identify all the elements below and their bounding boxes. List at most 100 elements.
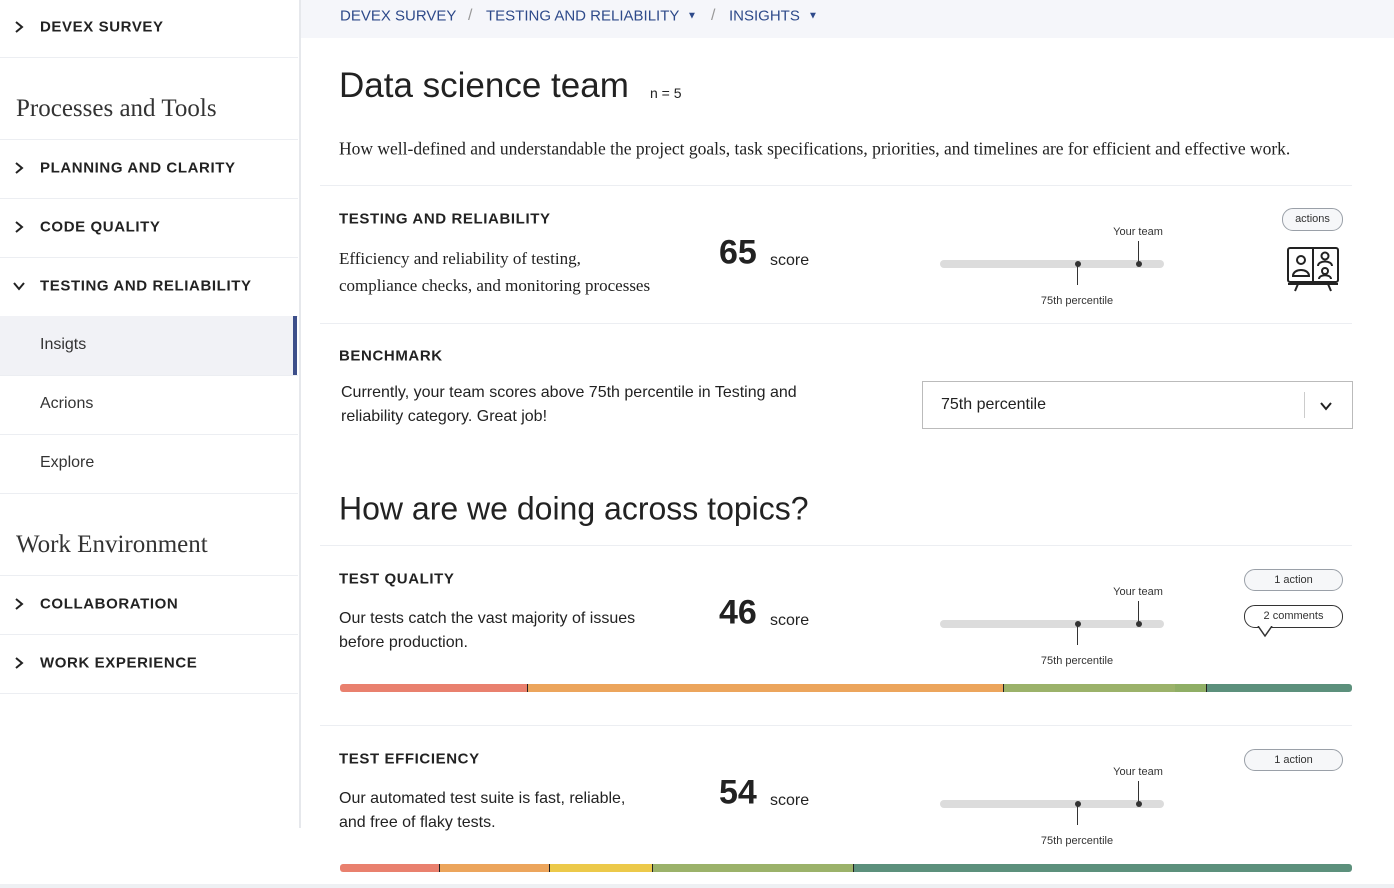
nav-item[interactable]: TESTING AND RELIABILITY xyxy=(40,277,252,295)
distribution-segment xyxy=(853,864,1352,872)
percentile-label: 75th percentile xyxy=(1040,835,1114,847)
bottom-strip xyxy=(0,884,1394,888)
divider xyxy=(0,434,298,435)
divider xyxy=(0,198,298,199)
section-description: compliance checks, and monitoring proces… xyxy=(339,276,651,295)
actions-button[interactable]: actions xyxy=(1282,208,1343,231)
distribution-segment xyxy=(340,864,439,872)
team-label: Your team xyxy=(1113,586,1163,598)
nav-group-title: Processes and Tools xyxy=(16,95,217,122)
percentile-label: 75th percentile xyxy=(1040,655,1114,667)
divider xyxy=(0,257,298,258)
dropdown-caret: ▼ xyxy=(808,10,818,22)
benchmark-text: reliability category. Great job! xyxy=(341,408,548,425)
section-description: before production. xyxy=(339,634,468,651)
divider xyxy=(0,693,298,694)
divider xyxy=(0,57,298,58)
score-value: 54 xyxy=(719,773,757,812)
breadcrumb-separator: / xyxy=(468,7,473,24)
divider xyxy=(0,575,298,576)
benchmark-track xyxy=(940,260,1164,268)
sample-size: n = 5 xyxy=(650,85,682,101)
section-description: Our automated test suite is fast, reliab… xyxy=(339,790,626,807)
distribution-segment xyxy=(527,684,1003,692)
chevron-icon xyxy=(13,282,25,291)
team-dot xyxy=(1136,801,1142,807)
nav-item[interactable]: PLANNING AND CLARITY xyxy=(40,159,236,177)
section-description: Efficiency and reliability of testing, xyxy=(339,249,581,268)
team-tick xyxy=(1138,601,1139,624)
nav-item[interactable]: COLLABORATION xyxy=(40,595,179,613)
nav-subitem[interactable]: Insigts xyxy=(40,336,87,353)
actions-pill[interactable]: 1 action xyxy=(1244,749,1343,771)
page-description: How well-defined and understandable the … xyxy=(339,138,1291,159)
distribution-segment xyxy=(1003,684,1175,692)
divider xyxy=(320,725,1352,726)
benchmark-track xyxy=(940,620,1164,628)
nav-subitem[interactable]: Acrions xyxy=(40,395,94,412)
chevron-icon xyxy=(15,657,24,669)
percentile-dot xyxy=(1075,621,1081,627)
chevron-icon xyxy=(1320,402,1332,411)
topics-heading: How are we doing across topics? xyxy=(339,490,809,527)
breadcrumb-separator: / xyxy=(711,7,716,24)
benchmark-select[interactable] xyxy=(922,381,1353,429)
section-title: TEST EFFICIENCY xyxy=(339,750,480,768)
nav-subitem[interactable]: Explore xyxy=(40,454,95,471)
percentile-label: 75th percentile xyxy=(1040,295,1114,307)
sidebar-border xyxy=(299,0,301,828)
divider xyxy=(0,493,298,494)
breadcrumb-item[interactable]: INSIGHTS xyxy=(729,7,800,25)
chevron-icon xyxy=(15,162,24,174)
team-label: Your team xyxy=(1113,226,1163,238)
score-value: 65 xyxy=(719,233,757,272)
divider xyxy=(320,545,1352,546)
percentile-tick xyxy=(1077,804,1078,825)
nav-group-title: Work Environment xyxy=(16,531,208,558)
section-description: Our tests catch the vast majority of iss… xyxy=(339,610,636,627)
team-tick xyxy=(1138,241,1139,264)
comments-bubble[interactable]: 2 comments xyxy=(1244,605,1343,628)
distribution-segment xyxy=(549,864,652,872)
divider xyxy=(320,323,1352,324)
score-label: score xyxy=(770,252,810,269)
dropdown-caret: ▼ xyxy=(687,10,697,22)
distribution-segment xyxy=(652,864,853,872)
divider xyxy=(320,185,1352,186)
distribution-segment xyxy=(1206,684,1352,692)
chevron-icon xyxy=(15,221,24,233)
score-label: score xyxy=(770,792,810,809)
breadcrumb-bar xyxy=(301,0,1394,38)
bubble-tail xyxy=(1257,626,1273,638)
percentile-tick xyxy=(1077,624,1078,645)
nav-item[interactable]: WORK EXPERIENCE xyxy=(40,654,198,672)
section-title: BENCHMARK xyxy=(339,347,443,365)
divider xyxy=(0,139,298,140)
distribution-segment xyxy=(439,864,549,872)
divider xyxy=(0,634,298,635)
team-label: Your team xyxy=(1113,766,1163,778)
select-value[interactable]: 75th percentile xyxy=(941,396,1046,413)
percentile-tick xyxy=(1077,264,1078,285)
section-description: and free of flaky tests. xyxy=(339,814,496,831)
chevron-icon xyxy=(15,21,24,33)
team-tick xyxy=(1138,781,1139,804)
chevron-icon xyxy=(15,598,24,610)
divider xyxy=(0,375,298,376)
distribution-segment xyxy=(340,684,527,692)
nav-item[interactable]: CODE QUALITY xyxy=(40,218,161,236)
section-title: TESTING AND RELIABILITY xyxy=(339,210,551,228)
team-dot xyxy=(1136,621,1142,627)
section-title: TEST QUALITY xyxy=(339,570,455,588)
actions-icon[interactable] xyxy=(1286,246,1340,292)
page-title: Data science team xyxy=(339,66,629,105)
actions-pill[interactable]: 1 action xyxy=(1244,569,1343,591)
nav-item[interactable]: DEVEX SURVEY xyxy=(40,18,164,36)
breadcrumb-item[interactable]: DEVEX SURVEY xyxy=(340,7,457,25)
benchmark-track xyxy=(940,800,1164,808)
breadcrumb-item[interactable]: TESTING AND RELIABILITY xyxy=(486,7,680,25)
score-value: 46 xyxy=(719,593,757,632)
score-label: score xyxy=(770,612,810,629)
select-separator xyxy=(1304,392,1305,418)
